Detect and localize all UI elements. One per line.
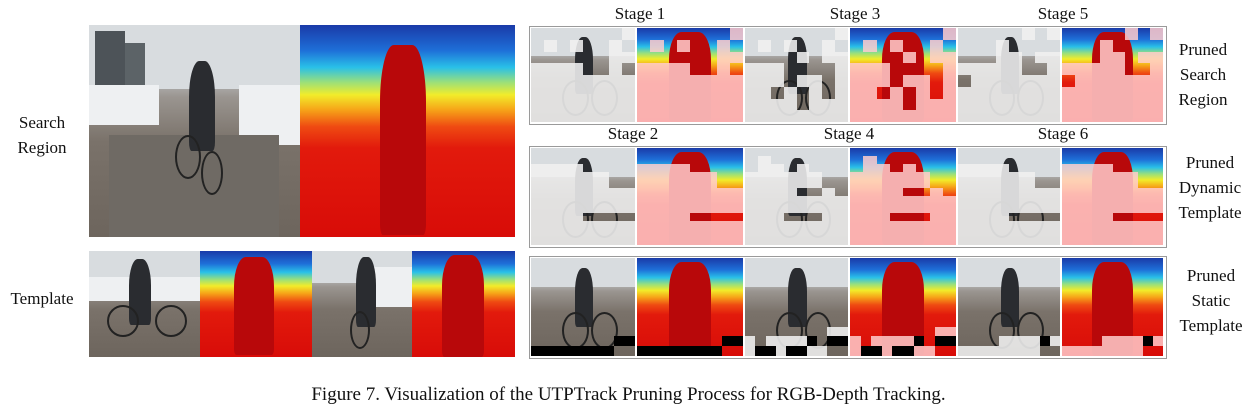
prune-mask — [745, 258, 848, 356]
prune-mask — [850, 28, 956, 122]
pruned-static-template-label: Pruned Static Template — [1179, 266, 1243, 335]
pruned-dynamic-rgb-stage-2 — [745, 148, 848, 245]
pruned-static-panel — [529, 256, 1167, 359]
prune-mask — [637, 148, 743, 245]
pruned-search-depth-stage-3 — [1062, 28, 1163, 122]
pruned-search-depth-stage-1 — [637, 28, 743, 122]
template-rgb-image-1 — [89, 251, 200, 357]
pruned-search-panel — [529, 26, 1167, 125]
prune-mask — [637, 258, 743, 356]
pruned-dynamic-depth-stage-1 — [637, 148, 743, 245]
stage-5-label: Stage 5 — [1037, 4, 1089, 23]
prune-mask — [1062, 28, 1163, 122]
pruned-search-rgb-stage-2 — [745, 28, 848, 122]
prune-mask — [745, 28, 848, 122]
search-region-label: Search Region — [17, 113, 67, 157]
prune-mask — [531, 28, 635, 122]
pruned-dynamic-depth-stage-3 — [1062, 148, 1163, 245]
pruned-search-rgb-stage-3 — [958, 28, 1060, 122]
pruned-dynamic-panel — [529, 146, 1167, 248]
stage-2-label: Stage 2 — [607, 124, 659, 143]
prune-mask — [850, 148, 956, 245]
template-depth-image-2 — [412, 251, 515, 357]
prune-mask — [1062, 148, 1163, 245]
pruned-static-depth-stage-3 — [1062, 258, 1163, 356]
prune-mask — [850, 258, 956, 356]
prune-mask — [745, 148, 848, 245]
stage-4-label: Stage 4 — [823, 124, 875, 143]
template-rgb-image-2 — [312, 251, 412, 357]
pruned-dynamic-rgb-stage-1 — [531, 148, 635, 245]
search-region-depth-image — [300, 25, 515, 237]
pruned-static-rgb-stage-2 — [745, 258, 848, 356]
pruned-static-rgb-stage-1 — [531, 258, 635, 356]
stage-6-label: Stage 6 — [1037, 124, 1089, 143]
stage-3-label: Stage 3 — [829, 4, 881, 23]
prune-mask — [637, 28, 743, 122]
template-depth-image-1 — [200, 251, 312, 357]
pruned-search-rgb-stage-1 — [531, 28, 635, 122]
pruned-dynamic-template-label: Pruned Dynamic Template — [1178, 153, 1242, 222]
pruned-static-depth-stage-2 — [850, 258, 956, 356]
pruned-static-depth-stage-1 — [637, 258, 743, 356]
pruned-dynamic-rgb-stage-3 — [958, 148, 1060, 245]
stage-1-label: Stage 1 — [614, 4, 666, 23]
pruned-search-region-label: Pruned Search Region — [1178, 40, 1228, 109]
prune-mask — [958, 148, 1060, 245]
prune-mask — [1062, 258, 1163, 356]
search-region-rgb-image — [89, 25, 300, 237]
prune-mask — [531, 148, 635, 245]
prune-mask — [531, 258, 635, 356]
template-label: Template — [10, 289, 74, 308]
pruned-search-depth-stage-2 — [850, 28, 956, 122]
pruned-static-rgb-stage-3 — [958, 258, 1060, 356]
prune-mask — [958, 28, 1060, 122]
pruned-dynamic-depth-stage-2 — [850, 148, 956, 245]
prune-mask — [958, 258, 1060, 356]
figure-caption: Figure 7. Visualization of the UTPTrack … — [311, 384, 946, 405]
